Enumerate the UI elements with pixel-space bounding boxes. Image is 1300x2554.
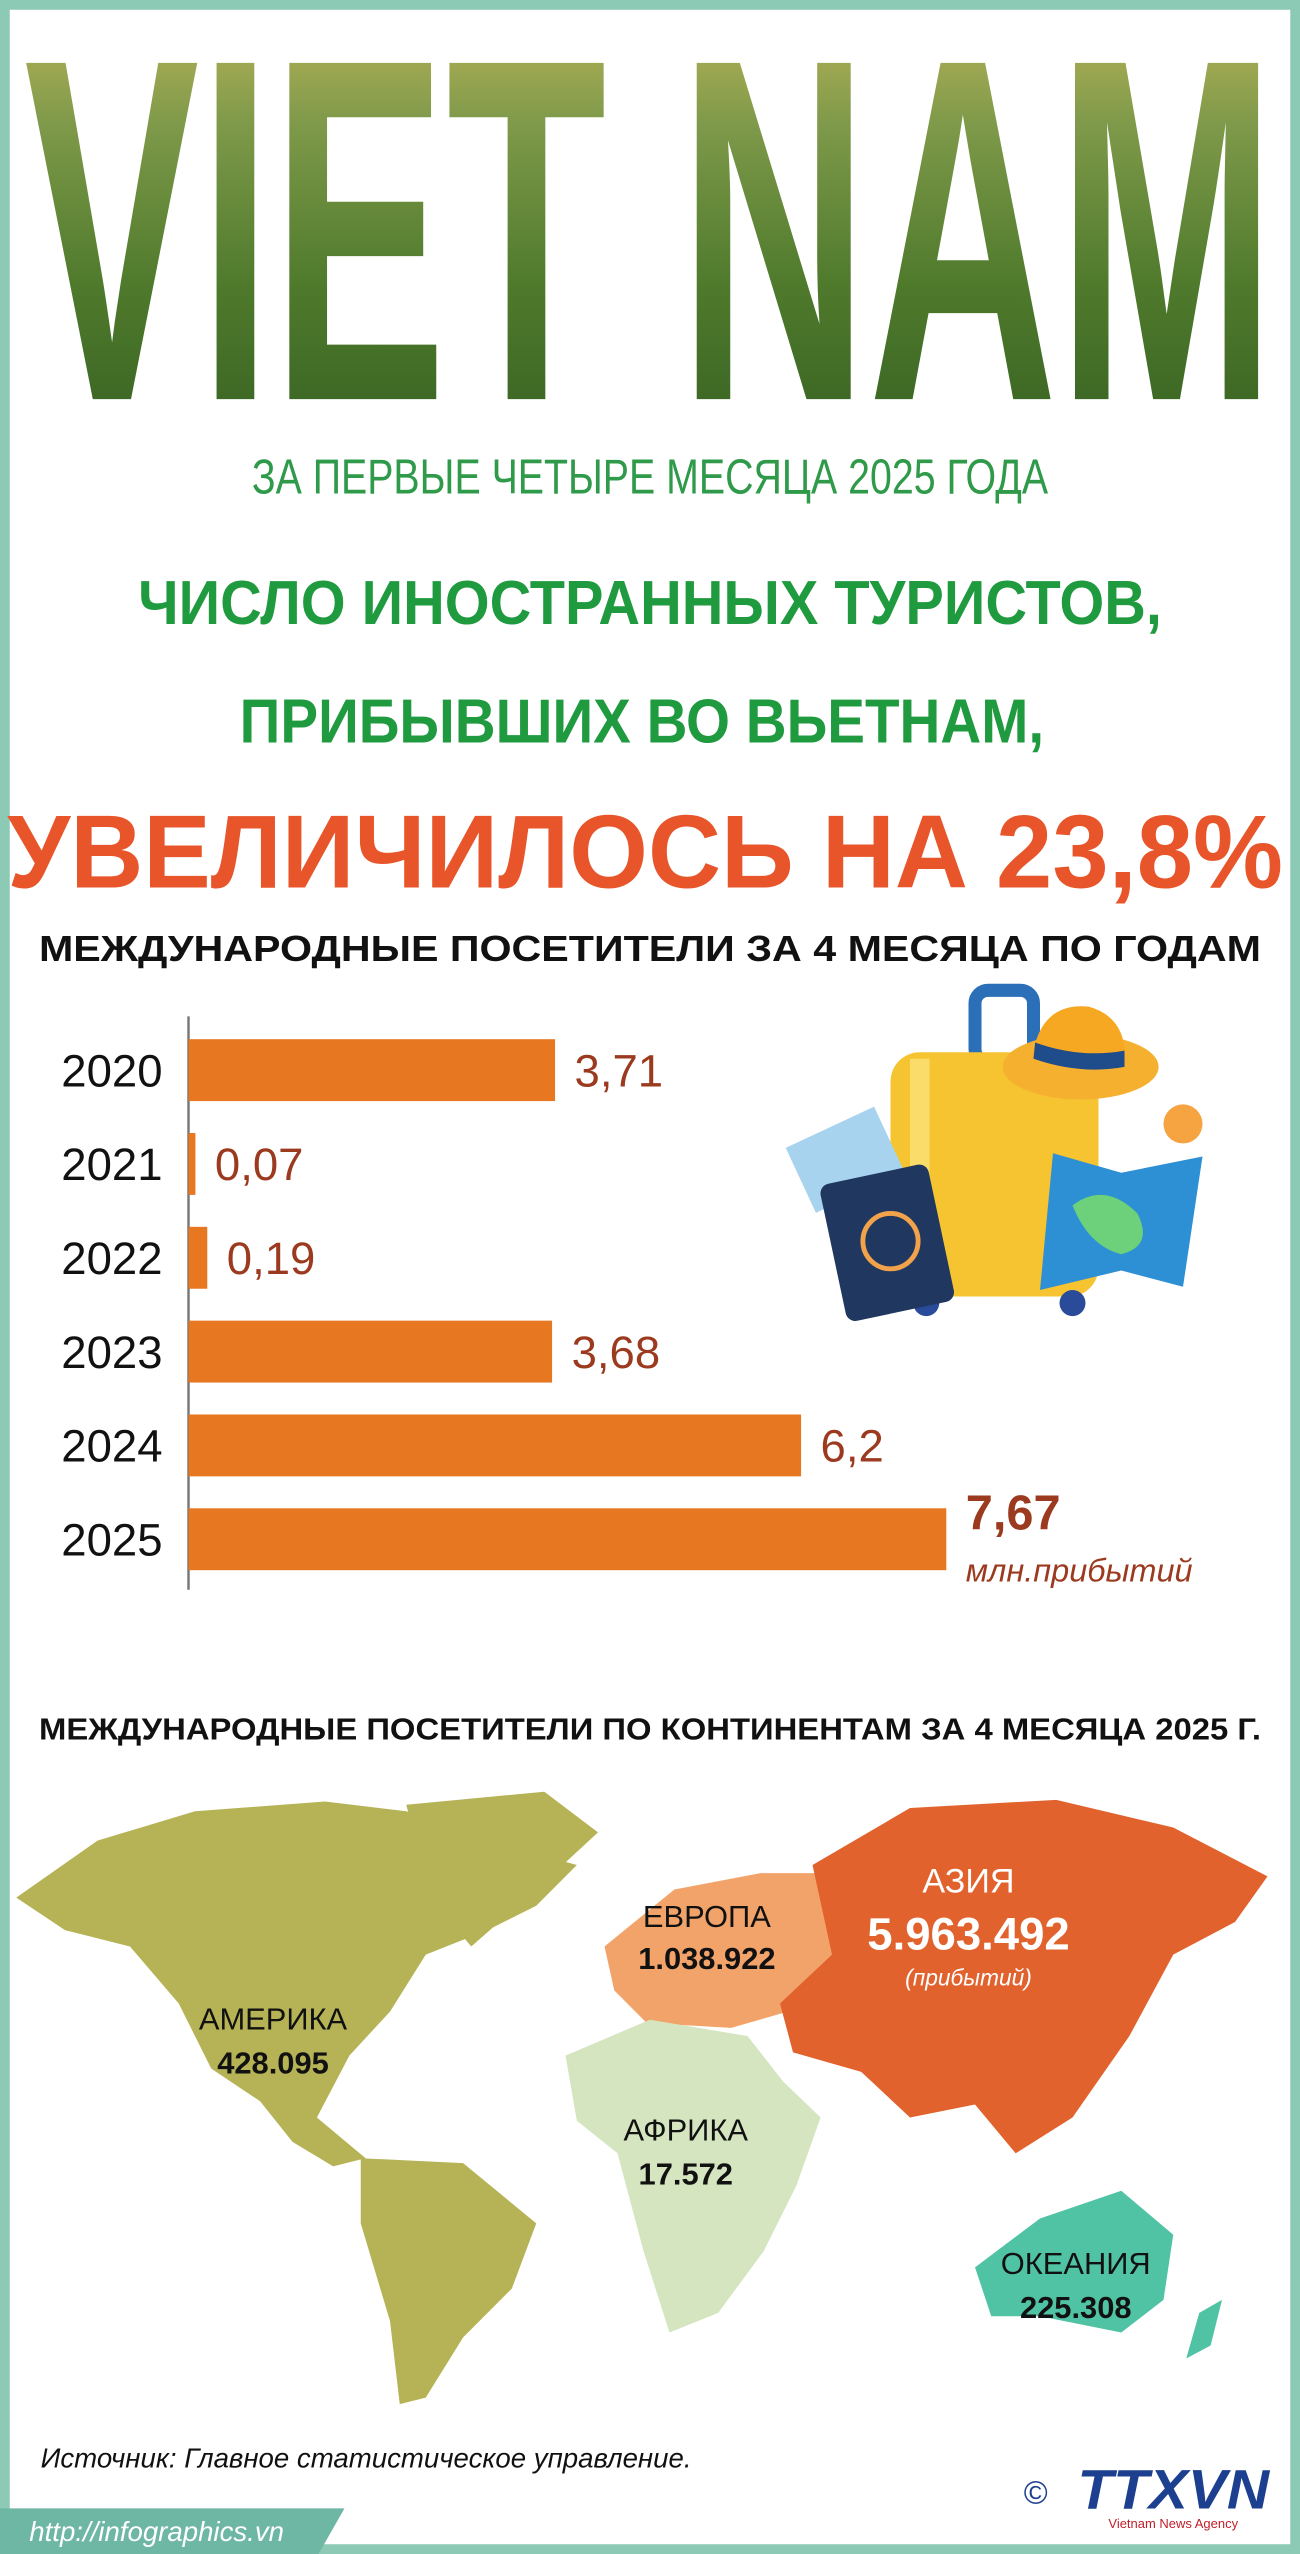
subtitle: ЗА ПЕРВЫЕ ЧЕТЫРЕ МЕСЯЦА 2025 ГОДА bbox=[252, 450, 1049, 504]
agency: Vietnam News Agency bbox=[1108, 2516, 1238, 2531]
region-name: АМЕРИКА bbox=[199, 2001, 348, 2036]
copyright: © bbox=[1024, 2474, 1048, 2510]
value-label: 3,71 bbox=[575, 1045, 664, 1096]
south-america bbox=[360, 2158, 537, 2405]
value-label: 0,19 bbox=[227, 1233, 316, 1284]
category-label: 2022 bbox=[61, 1233, 162, 1284]
value-label: 0,07 bbox=[215, 1139, 304, 1190]
region-name: АЗИЯ bbox=[922, 1863, 1014, 1901]
africa bbox=[565, 2019, 821, 2333]
new-zealand bbox=[1186, 2299, 1222, 2359]
category-label: 2023 bbox=[61, 1327, 162, 1378]
pin bbox=[1163, 1104, 1203, 1144]
category-label: 2025 bbox=[61, 1514, 162, 1565]
category-label: 2021 bbox=[61, 1139, 162, 1190]
map-icon-land bbox=[1072, 1194, 1143, 1255]
bar bbox=[188, 1226, 208, 1289]
asia bbox=[780, 1799, 1268, 2154]
hat-band bbox=[1033, 1042, 1125, 1070]
source: Источник: Главное статистическое управле… bbox=[41, 2443, 692, 2474]
map-title: МЕЖДУНАРОДНЫЕ ПОСЕТИТЕЛИ ПО КОНТИНЕНТАМ … bbox=[39, 1712, 1261, 1747]
category-label: 2024 bbox=[61, 1421, 162, 1472]
subtitle: ЧИСЛО ИНОСТРАННЫХ ТУРИСТОВ, bbox=[138, 569, 1162, 638]
category-label: 2020 bbox=[61, 1045, 162, 1096]
subtitle: ПРИБЫВШИХ ВО ВЬЕТНАМ, bbox=[240, 688, 1044, 757]
region-value: 5.963.492 bbox=[867, 1909, 1069, 1960]
region-name: ОКЕАНИЯ bbox=[1001, 2246, 1151, 2281]
bar bbox=[188, 1039, 556, 1102]
headline: УВЕЛИЧИЛОСЬ НА 23,8% bbox=[7, 795, 1283, 911]
unit-label: млн.прибытий bbox=[966, 1553, 1193, 1589]
travel-illustration bbox=[785, 983, 1203, 1321]
wheel bbox=[1059, 1290, 1086, 1317]
region-note: (прибытий) bbox=[905, 1965, 1032, 1991]
url[interactable]: http://infographics.vn bbox=[29, 2516, 284, 2547]
region-name: АФРИКА bbox=[624, 2112, 749, 2147]
region-value: 1.038.922 bbox=[638, 1941, 775, 1976]
region-value: 428.095 bbox=[217, 2045, 329, 2080]
value-label: 3,68 bbox=[572, 1327, 661, 1378]
bar bbox=[188, 1133, 196, 1195]
region-value: 225.308 bbox=[1020, 2290, 1132, 2325]
bar bbox=[188, 1508, 947, 1571]
passport-emblem bbox=[860, 1211, 921, 1272]
main-title: VIET NAM bbox=[24, 0, 1275, 503]
greenland bbox=[406, 1791, 598, 1947]
chart-title: МЕЖДУНАРОДНЫЕ ПОСЕТИТЕЛИ ЗА 4 МЕСЯЦА ПО … bbox=[39, 929, 1261, 969]
bar bbox=[188, 1320, 553, 1383]
value-label: 7,67 bbox=[966, 1486, 1061, 1540]
ticket bbox=[785, 1106, 905, 1213]
bar-chart: 2020 3,71 2021 0,07 2022 0,19 2023 3,68 2024 6,2 2… bbox=[61, 1039, 1193, 1589]
europe bbox=[604, 1873, 837, 2028]
world-map bbox=[16, 1791, 1268, 2405]
passport bbox=[820, 1164, 955, 1321]
region-name: ЕВРОПА bbox=[643, 1899, 771, 1934]
url-banner bbox=[0, 2508, 345, 2554]
bar bbox=[188, 1414, 802, 1477]
region-value: 17.572 bbox=[639, 2156, 733, 2191]
oceania bbox=[975, 2190, 1174, 2333]
value-label: 6,2 bbox=[821, 1421, 884, 1472]
logo: TTXVN bbox=[1077, 2458, 1270, 2520]
